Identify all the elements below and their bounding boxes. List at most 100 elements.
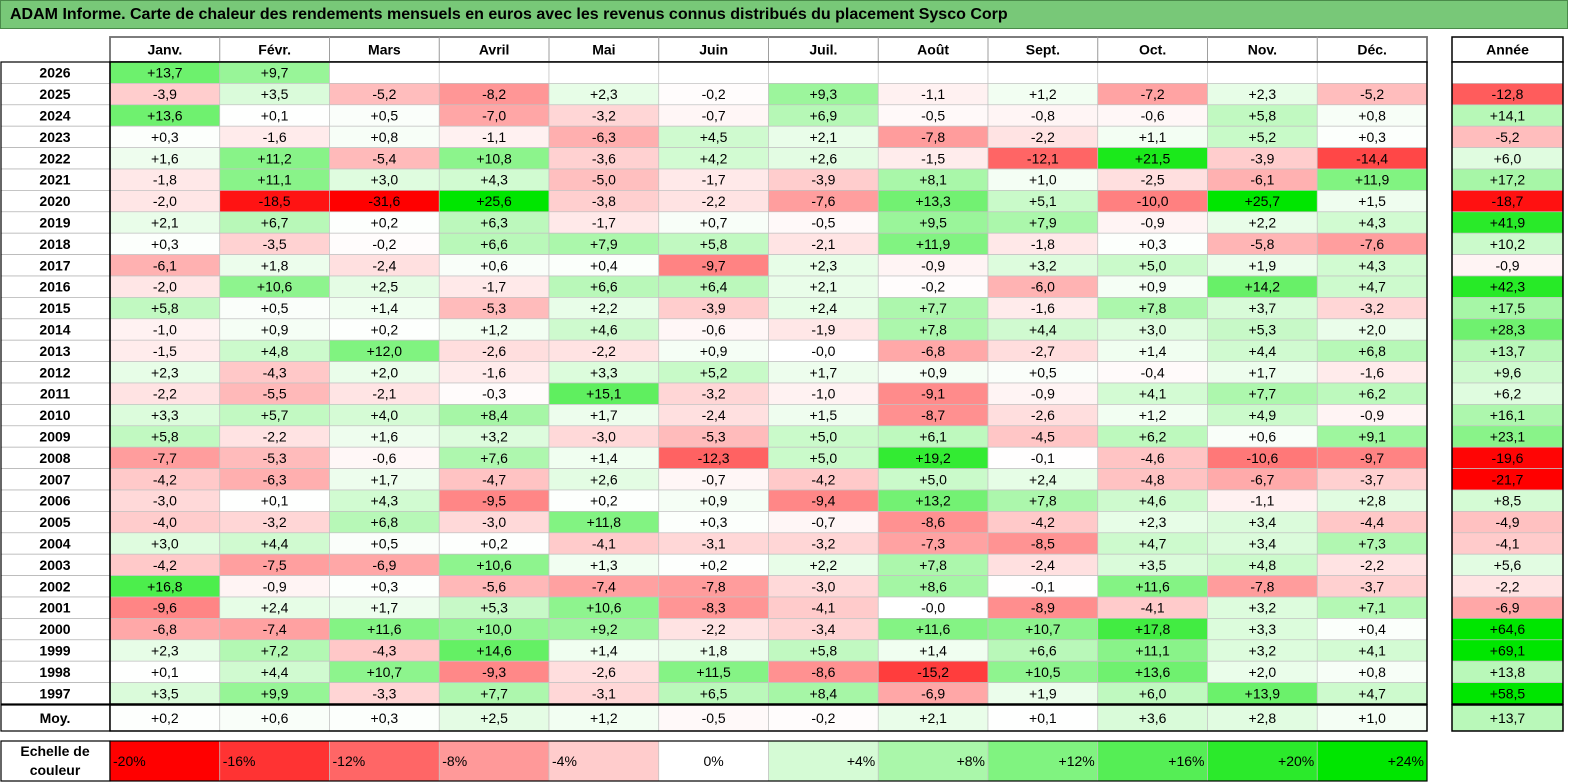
color-scale-swatch [1316,740,1428,782]
heatmap-value: +1,8 [700,643,728,659]
average-value: +0,1 [1029,710,1057,726]
heatmap-value: -1,6 [263,129,287,145]
heatmap-value: +4,4 [1029,322,1057,338]
heatmap-value: +3,0 [1139,322,1167,338]
heatmap-value: +2,2 [1249,215,1277,231]
heatmap-value: -4,2 [153,471,177,487]
heatmap-value: +17,8 [1135,621,1171,637]
heatmap-value: +14,6 [476,643,512,659]
year-label-2008: 2008 [39,450,70,466]
annual-value: +9,6 [1494,364,1522,380]
annual-value: +41,9 [1490,215,1526,231]
heatmap-value: +0,8 [1358,664,1386,680]
heatmap-value: -9,6 [153,600,177,616]
heatmap-value: +3,5 [261,86,289,102]
year-label-2017: 2017 [39,257,70,273]
heatmap-value: -3,9 [153,86,177,102]
heatmap-value: -10,0 [1137,193,1169,209]
heatmap-value: -0,1 [1031,578,1055,594]
heatmap-value: -0,2 [702,86,726,102]
heatmap-value: +12,0 [367,343,403,359]
year-label-2001: 2001 [39,600,70,616]
annual-value: -12,8 [1492,86,1524,102]
heatmap-value: +0,8 [371,129,399,145]
color-scale-swatch [438,740,550,782]
average-cell [109,704,221,732]
year-label-2022: 2022 [39,150,70,166]
heatmap-value: -2,2 [1360,557,1384,573]
heatmap-value: +0,8 [1358,108,1386,124]
heatmap-value: -3,2 [811,536,835,552]
heatmap-value: +1,4 [590,643,618,659]
heatmap-value: -10,6 [1246,450,1278,466]
heatmap-value: +8,4 [810,685,838,701]
color-scale-label: -12% [333,753,366,769]
year-label-1997: 1997 [39,685,70,701]
color-scale-swatch [658,740,769,782]
heatmap-value: -0,9 [263,578,287,594]
month-header-3: Avril [479,42,510,58]
heatmap-value: -3,9 [811,172,835,188]
average-cell [1207,704,1318,732]
year-label-2012: 2012 [39,364,70,380]
heatmap-value: -3,5 [263,236,287,252]
heatmap-cell [329,61,440,84]
heatmap-value: +0,4 [1358,621,1386,637]
heatmap-value: -2,2 [592,343,616,359]
heatmap-value: +0,9 [700,343,728,359]
heatmap-value: -2,7 [1031,343,1055,359]
annual-value: +13,7 [1490,343,1526,359]
heatmap-value: -0,9 [1031,386,1055,402]
heatmap-value: +3,2 [1029,257,1057,273]
heatmap-value: -2,6 [1031,407,1055,423]
heatmap-value: +5,8 [810,643,838,659]
color-scale-label: +20% [1278,753,1314,769]
color-scale-frame [109,740,1428,782]
heatmap-value: -4,2 [1031,514,1055,530]
heatmap-value: +7,7 [919,300,947,316]
heatmap-value: +11,6 [1135,578,1170,594]
heatmap-value: +6,2 [1358,386,1386,402]
heatmap-value: +6,6 [480,236,508,252]
heatmap-value: -0,9 [1141,215,1165,231]
heatmap-value: +2,0 [1358,322,1386,338]
heatmap-value: -1,8 [153,172,177,188]
heatmap-value: -6,8 [153,621,177,637]
heatmap-value: +0,6 [480,257,508,273]
average-value: -0,5 [702,710,726,726]
heatmap-value: +4,7 [1358,685,1386,701]
heatmap-value: -5,2 [1360,86,1384,102]
annual-value: +17,2 [1490,172,1526,188]
heatmap-value: -1,0 [153,322,177,338]
heatmap-value: -15,2 [917,664,949,680]
heatmap-value: +13,6 [147,108,183,124]
heatmap-value: +0,2 [700,557,728,573]
annual-value: -6,9 [1495,600,1519,616]
heatmap-value: -6,0 [1031,279,1055,295]
heatmap-value: -3,2 [592,108,616,124]
month-header-11: Déc. [1357,42,1387,58]
heatmap-value: -9,4 [811,493,835,509]
heatmap-value: -3,3 [372,685,396,701]
month-header-10: Nov. [1248,42,1277,58]
heatmap-value: +4,3 [1358,257,1386,273]
average-cell [548,704,660,732]
heatmap-value: +11,5 [696,664,731,680]
heatmap-value: +5,0 [810,429,838,445]
heatmap-value: +4,4 [261,664,289,680]
heatmap-value: +9,1 [1358,429,1386,445]
heatmap-value: -3,8 [592,193,616,209]
year-label-2023: 2023 [39,129,70,145]
average-cell [329,704,440,732]
heatmap-value: +7,8 [919,322,947,338]
heatmap-value: +10,6 [257,279,293,295]
heatmap-value: -1,9 [811,322,835,338]
color-scale-label: +4% [847,753,875,769]
heatmap-value: +1,5 [810,407,838,423]
heatmap-value: +6,4 [700,279,728,295]
heatmap-value: -6,1 [1250,172,1274,188]
heatmap-value: +0,2 [590,493,618,509]
heatmap-value: -7,7 [153,450,177,466]
annual-value: -0,9 [1495,257,1519,273]
heatmap-value: +14,2 [1245,279,1281,295]
